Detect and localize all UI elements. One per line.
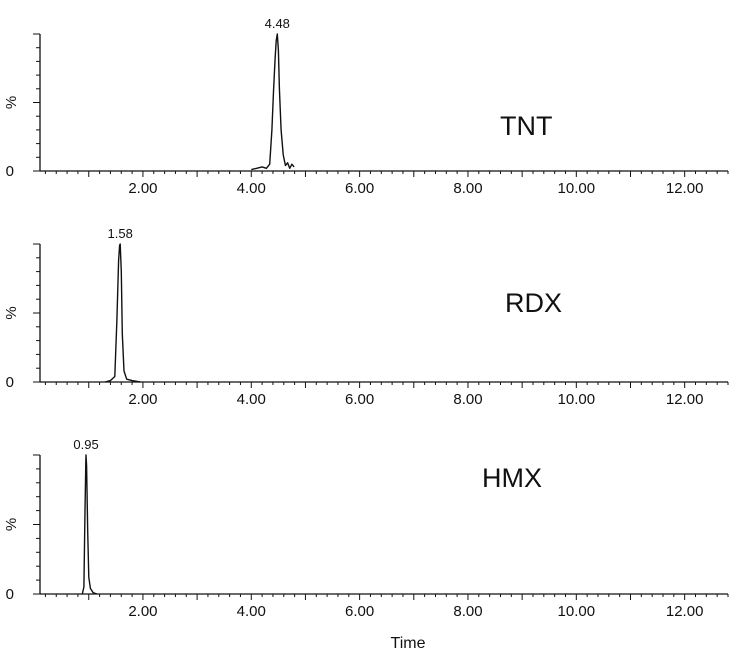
y-axis-label: %	[3, 96, 20, 109]
x-tick-label: 6.00	[345, 603, 374, 620]
x-tick-label: 10.00	[558, 180, 596, 197]
y-tick-label: 0	[6, 374, 14, 391]
peak-label-rdx: 1.58	[108, 226, 133, 241]
x-tick-label: 6.00	[345, 180, 374, 197]
x-tick-label: 4.00	[237, 180, 266, 197]
x-tick-label: 12.00	[666, 603, 704, 620]
y-tick-label: 0	[6, 586, 14, 603]
x-tick-label: 8.00	[453, 603, 482, 620]
y-axis-label: %	[3, 518, 20, 531]
x-tick-label: 4.00	[237, 391, 266, 408]
chromatogram-trace-rdx	[104, 243, 141, 383]
y-axis-label: %	[3, 306, 20, 319]
x-tick-label: 4.00	[237, 603, 266, 620]
peak-label-hmx: 0.95	[73, 437, 98, 452]
x-tick-label: 8.00	[453, 391, 482, 408]
x-tick-label: 2.00	[128, 603, 157, 620]
x-tick-label: 6.00	[345, 391, 374, 408]
compound-label-hmx: HMX	[482, 463, 542, 493]
x-tick-label: 2.00	[128, 391, 157, 408]
panel-tnt: 2.00 4.00 6.00 8.00 10.00 12.00 0% 4.48 TNT	[3, 16, 729, 197]
x-tick-label: 10.00	[558, 391, 596, 408]
panel-hmx: 2.00 4.00 6.00 8.00 10.00 12.00 0% 0.95 HMX Time	[3, 437, 729, 650]
x-tick-label: 8.00	[453, 180, 482, 197]
chromatogram-trace-hmx	[81, 454, 98, 595]
x-tick-label: 2.00	[128, 180, 157, 197]
compound-label-tnt: TNT	[500, 111, 552, 141]
x-axis-title: Time	[391, 635, 426, 650]
x-tick-label: 10.00	[558, 603, 596, 620]
peak-label-tnt: 4.48	[265, 16, 290, 31]
x-tick-label: 12.00	[666, 391, 704, 408]
panel-rdx: 2.00 4.00 6.00 8.00 10.00 12.00 0% 1.58 RDX	[3, 226, 729, 408]
chromatogram-trace-tnt	[251, 33, 295, 171]
compound-label-rdx: RDX	[505, 288, 562, 318]
y-tick-label: 0	[6, 163, 14, 180]
x-tick-label: 12.00	[666, 180, 704, 197]
